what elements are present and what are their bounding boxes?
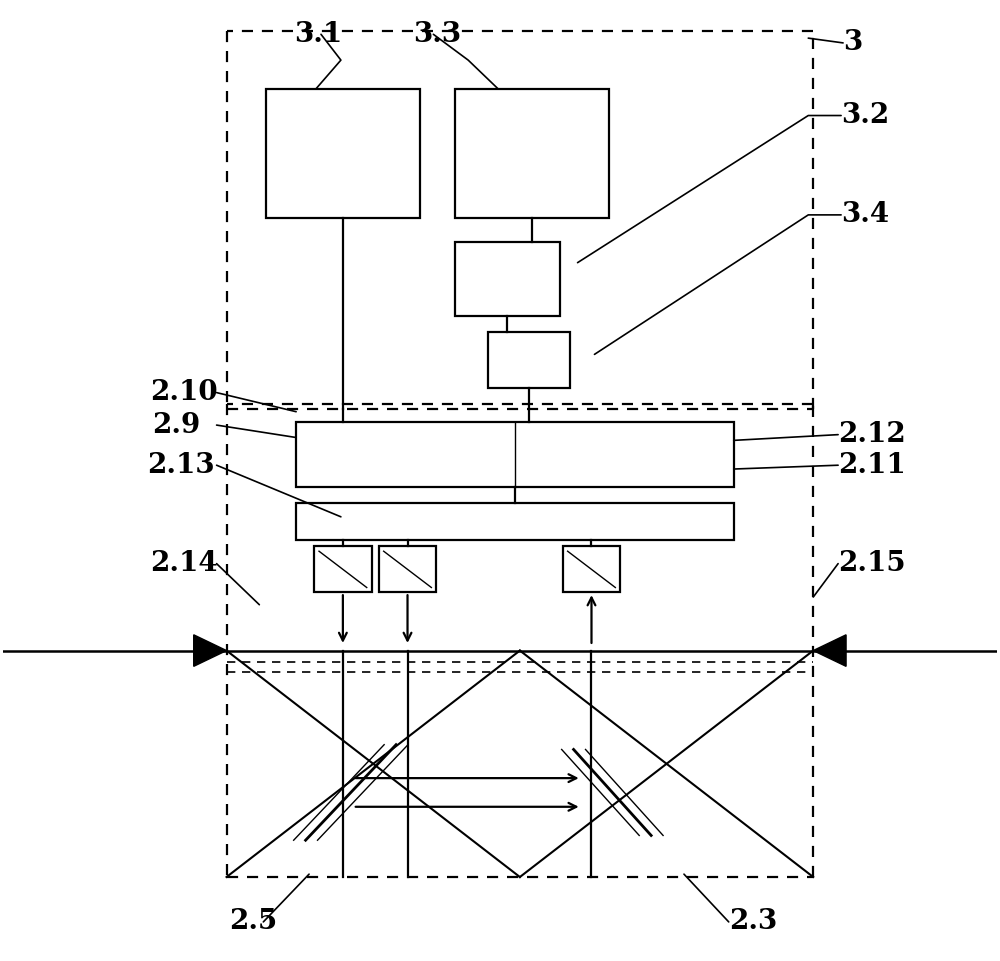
Text: 2.12: 2.12 [838, 421, 906, 448]
Bar [488, 333, 570, 388]
Text: 2.15: 2.15 [838, 550, 906, 578]
Bar [296, 422, 734, 487]
Bar [379, 547, 436, 592]
Text: 3.3: 3.3 [413, 21, 462, 48]
Text: 2.11: 2.11 [838, 452, 906, 479]
Bar [296, 504, 734, 540]
Polygon shape [194, 635, 227, 666]
Text: 2.9: 2.9 [152, 411, 200, 438]
Bar [455, 88, 609, 218]
Bar [266, 88, 420, 218]
Polygon shape [813, 635, 846, 666]
Text: 3.4: 3.4 [841, 202, 889, 229]
Text: 3: 3 [843, 30, 862, 57]
Text: 2.14: 2.14 [150, 550, 218, 578]
Text: 3.2: 3.2 [841, 102, 889, 129]
Text: 2.10: 2.10 [150, 379, 218, 407]
Text: 2.5: 2.5 [230, 908, 278, 935]
Text: 2.3: 2.3 [729, 908, 777, 935]
Bar [455, 241, 560, 316]
Text: 3.1: 3.1 [294, 21, 342, 48]
Text: 2.13: 2.13 [147, 452, 215, 479]
Bar [314, 547, 372, 592]
Bar [563, 547, 620, 592]
